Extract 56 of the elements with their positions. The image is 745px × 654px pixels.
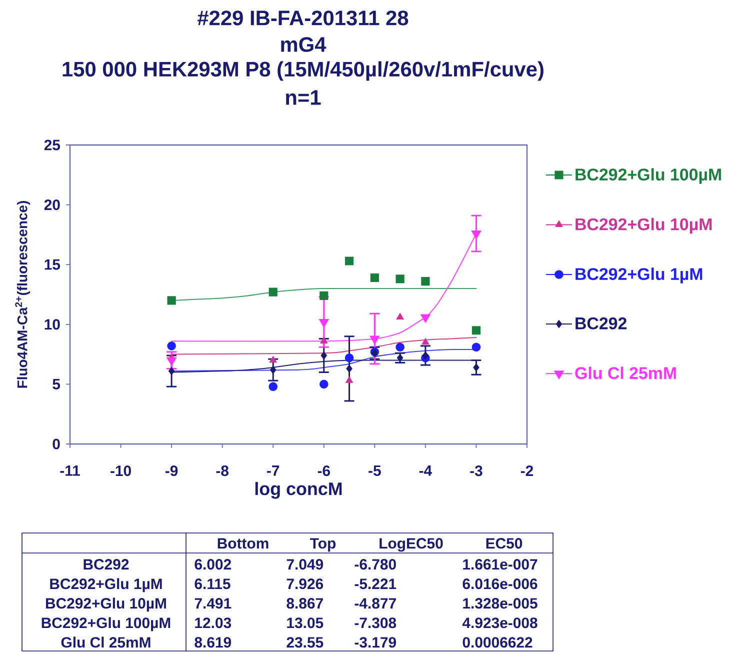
text: -4.877 bbox=[354, 598, 396, 609]
text: 8.867 bbox=[286, 598, 323, 609]
text: 8.619 bbox=[194, 637, 232, 648]
text: BC292 bbox=[84, 559, 129, 570]
text: BC292+Glu 10µM bbox=[46, 598, 166, 612]
x-tick-label: -4 bbox=[419, 466, 432, 476]
text: LogEC50 bbox=[380, 538, 443, 552]
x-tick-label: -7 bbox=[267, 466, 280, 476]
text: 23.55 bbox=[286, 637, 324, 648]
legend-label: BC292+Glu 1µM bbox=[576, 268, 702, 284]
x-tick-label: -9 bbox=[165, 466, 178, 476]
text: -6.780 bbox=[354, 559, 396, 570]
x-tick-label: -10 bbox=[110, 466, 131, 476]
y-tick-label: 5 bbox=[52, 378, 60, 390]
text: Glu Cl 25mM bbox=[61, 636, 150, 648]
text: Bottom bbox=[218, 538, 268, 549]
x-tick-label: -5 bbox=[368, 466, 381, 476]
text: 13.05 bbox=[287, 618, 324, 628]
text: 7.926 bbox=[286, 578, 324, 590]
text: BC292+Glu 1µM bbox=[50, 578, 162, 592]
text: 4.923e-008 bbox=[462, 618, 538, 628]
text: EC50 bbox=[486, 538, 522, 549]
y-tick-label: 10 bbox=[44, 319, 60, 330]
x-axis-title: log concM bbox=[255, 482, 342, 499]
legend-label: BC292+Glu 10µM bbox=[576, 218, 712, 234]
x-tick-label: -2 bbox=[520, 466, 534, 476]
text: 7.049 bbox=[286, 559, 324, 570]
x-tick-label: -11 bbox=[60, 466, 80, 476]
y-tick-label: 20 bbox=[44, 200, 60, 210]
text: -3.179 bbox=[354, 637, 396, 648]
legend-label: BC292 bbox=[576, 317, 626, 330]
text: 150 000 HEK293M P8 (15M/450µl/260v/1mF/cuve) bbox=[62, 61, 544, 81]
text: mG4 bbox=[281, 37, 326, 52]
y-tick-label: 0 bbox=[52, 438, 60, 450]
text: Top bbox=[310, 538, 336, 552]
x-tick-label: -8 bbox=[216, 466, 229, 476]
text: n=1 bbox=[286, 90, 321, 105]
text: 0.0006622 bbox=[462, 637, 532, 648]
text: 6.002 bbox=[194, 559, 231, 570]
text: 1.661e-007 bbox=[463, 559, 538, 570]
text: BC292+Glu 100µM bbox=[42, 617, 170, 632]
text: 6.016e-006 bbox=[462, 578, 538, 590]
x-tick-label: -6 bbox=[318, 466, 330, 476]
y-tick-label: 25 bbox=[44, 140, 60, 150]
text: 6.115 bbox=[194, 578, 230, 590]
legend-label: BC292+Glu 100µM bbox=[576, 168, 721, 184]
text: 12.03 bbox=[195, 618, 232, 628]
text: 7.491 bbox=[194, 598, 232, 609]
text: 1.328e-005 bbox=[463, 598, 538, 609]
text: #229 IB-FA-201311 28 bbox=[198, 10, 408, 26]
x-tick-label: -3 bbox=[470, 466, 482, 476]
legend-label: Glu Cl 25mM bbox=[575, 366, 676, 380]
y-axis-title: Fluo4AM-Ca$^{2+}$(fluorescence) bbox=[15, 201, 30, 388]
y-tick-label: 15 bbox=[44, 259, 60, 270]
text: -7.308 bbox=[354, 618, 396, 628]
text: -5.221 bbox=[354, 578, 396, 590]
